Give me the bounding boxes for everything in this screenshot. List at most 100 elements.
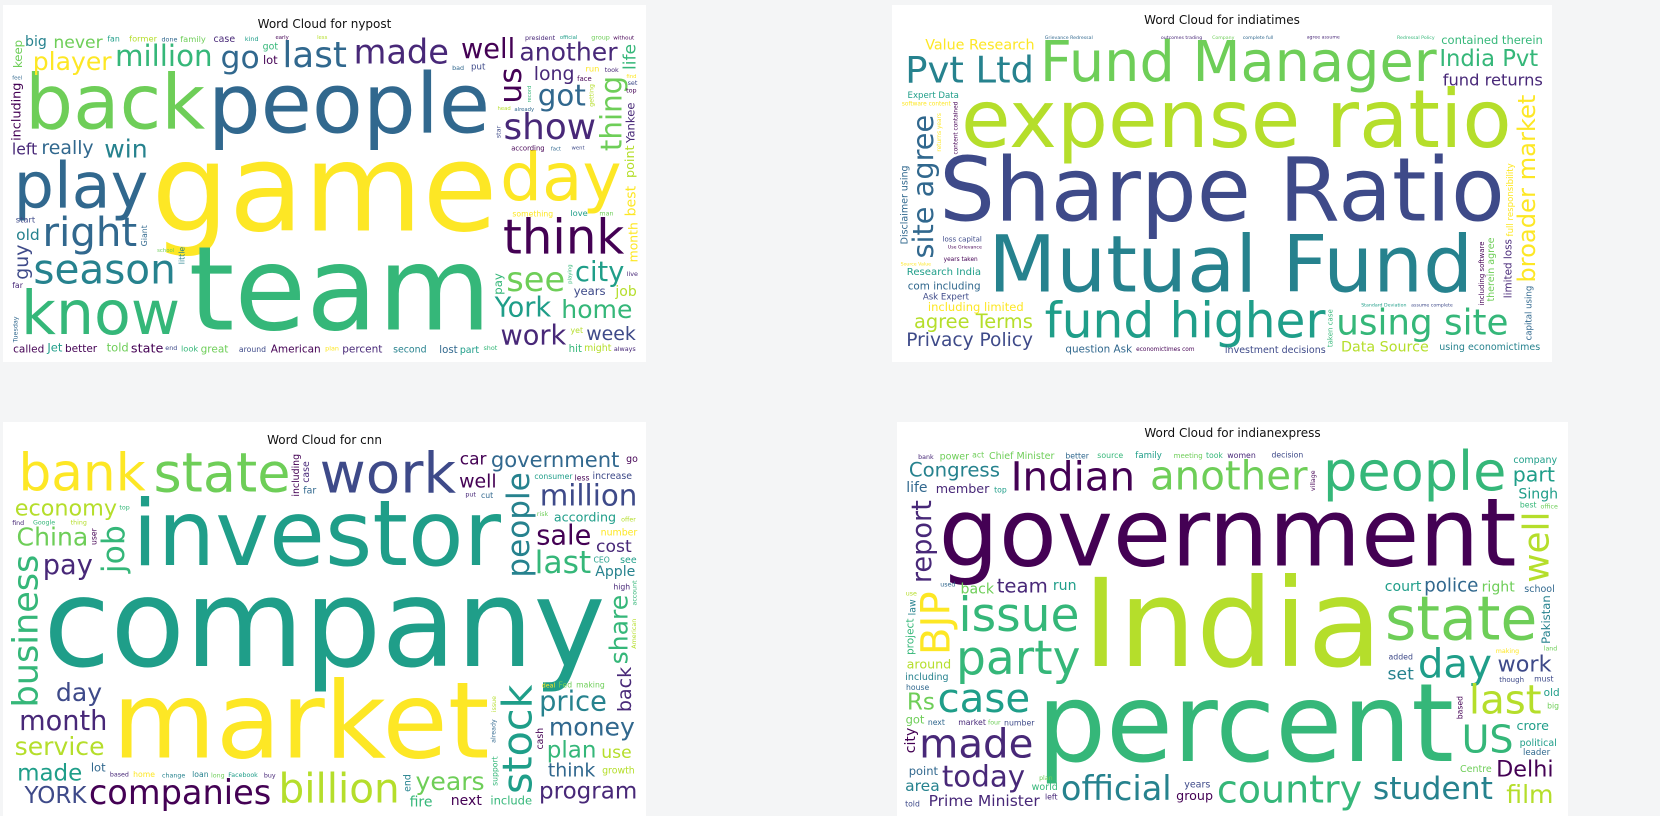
cloud-word: great — [201, 343, 229, 355]
cloud-word: Tuesday — [11, 316, 19, 343]
cloud-word: day — [56, 678, 102, 707]
cloud-word: long — [534, 63, 575, 85]
cloud-word: question Ask — [1065, 343, 1132, 355]
cloud-word: man — [599, 209, 613, 217]
cloud-word: billion — [279, 765, 400, 813]
cloud-word: offer — [621, 516, 636, 523]
cloud-word: used — [940, 582, 955, 589]
cloud-word: already — [491, 719, 498, 743]
cloud-word: capital using — [1524, 286, 1534, 341]
cloud-word: keep — [11, 40, 25, 68]
cloud-word: based — [110, 772, 129, 779]
cloud-word: got — [906, 712, 925, 726]
cloud-word: work — [1498, 651, 1552, 677]
cloud-word: film — [1506, 780, 1553, 809]
cloud-word: second — [393, 344, 426, 355]
cloud-word: find — [12, 520, 24, 527]
cloud-word: project — [904, 619, 916, 655]
cloud-word: guy — [11, 245, 33, 280]
cloud-word: Apple — [595, 564, 635, 580]
cloud-word: life — [906, 480, 927, 496]
cloud-word: lot — [91, 760, 106, 774]
cloud-word: women — [1227, 451, 1256, 460]
cloud-word: student — [1373, 771, 1493, 807]
cloud-word: program — [539, 779, 637, 805]
cloud-word: might — [584, 343, 612, 354]
cloud-word: including — [9, 83, 24, 141]
cloud-word: case — [938, 675, 1031, 722]
cloud-word: Chief Minister — [989, 451, 1055, 462]
cloud-word: made — [17, 760, 82, 786]
cloud-word: Fund Manager — [1040, 30, 1437, 95]
cloud-word: bank — [918, 454, 934, 461]
cloud-word: police — [1424, 575, 1478, 596]
cloud-word: month — [625, 222, 640, 262]
cloud-word: called — [13, 344, 44, 356]
cloud-word: find — [626, 74, 636, 80]
cloud-word: issue — [958, 588, 1079, 643]
cloud-word: Congress — [909, 459, 1000, 482]
cloud-word: something — [512, 209, 553, 218]
cloud-word: pay — [491, 273, 505, 295]
cloud-word: years taken — [944, 257, 978, 263]
cloud-word: Facebook — [228, 772, 258, 779]
cloud-word: went — [572, 146, 585, 152]
cloud-word: people — [208, 55, 490, 152]
cloud-word: market — [112, 660, 489, 784]
cloud-word: back — [25, 58, 205, 146]
cloud-word: US — [1462, 717, 1514, 761]
cloud-word: economictimes com — [1136, 347, 1195, 353]
cloud-word: according — [511, 144, 544, 152]
cloud-word: loan — [192, 770, 209, 779]
cloud-word: former — [129, 34, 157, 44]
cloud-word: fund returns — [1443, 71, 1543, 90]
cloud-word: fire — [410, 794, 433, 810]
cloud-word: American — [271, 344, 321, 356]
cloud-word: next — [928, 718, 945, 727]
cloud-word: game — [151, 118, 497, 260]
cloud-word: plan — [547, 738, 597, 764]
cloud-word: law — [907, 599, 918, 615]
cloud-word: include — [490, 793, 532, 807]
cloud-word: go — [221, 40, 260, 76]
cloud-word: hit — [569, 344, 582, 355]
cloud-word: government — [939, 479, 1517, 589]
cloud-word: top — [626, 87, 636, 95]
cloud-word: long — [211, 772, 225, 779]
cloud-word: Redressal Policy — [1397, 35, 1435, 41]
cloud-word: court — [1385, 579, 1422, 595]
cloud-word: four — [988, 720, 1001, 727]
cloud-word: meeting — [1174, 452, 1203, 460]
cloud-word: thing — [594, 76, 628, 151]
cloud-word: big — [25, 34, 47, 50]
cloud-word: deal — [542, 682, 556, 689]
cloud-word: Rs — [907, 689, 935, 715]
cloud-word: using economictimes — [1439, 342, 1540, 353]
cloud-word: go — [626, 454, 638, 465]
cloud-word: companies — [89, 773, 271, 812]
cloud-word: back — [614, 667, 636, 712]
cloud-word: case — [214, 34, 236, 45]
cloud-word: Source Value — [901, 261, 932, 267]
cloud-word: got — [263, 41, 279, 52]
cloud-word: far — [12, 281, 24, 290]
cloud-word: show — [504, 107, 597, 148]
cloud-word: political — [1520, 738, 1557, 749]
cloud-word: see — [506, 260, 565, 299]
cloud-word: another — [519, 37, 618, 66]
cloud-word: city — [903, 728, 919, 754]
cloud-word: government — [491, 447, 620, 472]
cloud-word: win — [104, 135, 147, 164]
cloud-word: home — [561, 295, 632, 324]
cloud-word: Pakistan — [1539, 595, 1553, 644]
cloud-word: told — [905, 800, 920, 809]
wordcloud-panel-indianexpress: Word Cloud for indianexpress India govern… — [897, 422, 1568, 816]
cloud-word: think — [548, 760, 596, 782]
cloud-word: feel — [12, 76, 22, 82]
cloud-word: well — [461, 34, 515, 65]
cloud-word: school — [1524, 584, 1554, 595]
cloud-word: people — [501, 472, 537, 577]
cloud-word: broader market — [1513, 95, 1541, 283]
cloud-word: big — [1547, 702, 1559, 711]
